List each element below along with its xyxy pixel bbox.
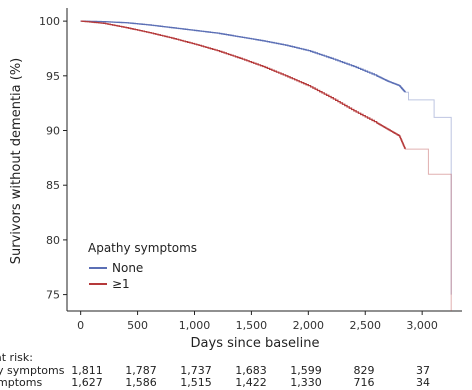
y-tick-label: 95: [46, 70, 60, 83]
x-tick-label: 2,500: [349, 319, 381, 332]
y-tick-label: 80: [46, 234, 60, 247]
risk-table-title: at risk:: [0, 351, 33, 364]
x-tick-label: 500: [127, 319, 148, 332]
risk-value: 1,515: [180, 376, 212, 389]
risk-value: 1,811: [71, 364, 103, 377]
legend-title: Apathy symptoms: [88, 241, 197, 255]
series-lines: [80, 20, 452, 311]
y-tick-label: 100: [39, 15, 60, 28]
risk-value: 1,586: [125, 376, 157, 389]
legend-label-none: None: [112, 261, 143, 275]
x-tick-label: 3,000: [406, 319, 438, 332]
risk-table-rows: y symptoms 1,811 1,787 1,737 1,683 1,599 829 37…: [0, 364, 430, 389]
risk-value: 1,330: [290, 376, 322, 389]
risk-table: at risk: y symptoms1,8111,7871,7371,6831…: [0, 351, 430, 389]
risk-value: 37: [416, 364, 430, 377]
x-tick-label: 0: [77, 319, 84, 332]
series-line-one-or-more-sparse: [405, 148, 452, 311]
plot-area: 75 80 85 90 95 100 0 500 1,000 1,500 2,000 2,500 3,…: [39, 8, 462, 332]
risk-value: 1,787: [125, 364, 157, 377]
risk-value: 1,599: [290, 364, 322, 377]
risk-value: 1,627: [71, 376, 103, 389]
y-ticks: 75 80 85 90 95 100: [39, 15, 67, 302]
series-line-none: [80, 20, 406, 93]
legend: Apathy symptoms None ≥1: [88, 241, 197, 291]
risk-value: 1,737: [180, 364, 212, 377]
x-tick-label: 1,000: [179, 319, 211, 332]
y-tick-label: 90: [46, 125, 60, 138]
x-axis-title: Days since baseline: [191, 336, 320, 351]
risk-value: 829: [354, 364, 375, 377]
x-ticks: 0 500 1,000 1,500 2,000 2,500 3,000: [77, 311, 438, 332]
y-axis-title: Survivors without dementia (%): [9, 58, 24, 265]
risk-value: 1,683: [235, 364, 267, 377]
x-tick-label: 2,000: [293, 319, 325, 332]
risk-row-label: y symptoms: [0, 364, 65, 377]
y-tick-label: 85: [46, 179, 60, 192]
risk-value: 34: [416, 376, 430, 389]
series-line-none-sparse: [405, 91, 452, 295]
risk-value: 716: [354, 376, 375, 389]
series-line-one-or-more: [80, 20, 406, 150]
y-tick-label: 75: [46, 289, 60, 302]
legend-label-one-or-more: ≥1: [112, 277, 130, 291]
x-tick-label: 1,500: [236, 319, 268, 332]
risk-value: 1,422: [235, 376, 267, 389]
risk-row-label: mptoms: [0, 376, 42, 389]
